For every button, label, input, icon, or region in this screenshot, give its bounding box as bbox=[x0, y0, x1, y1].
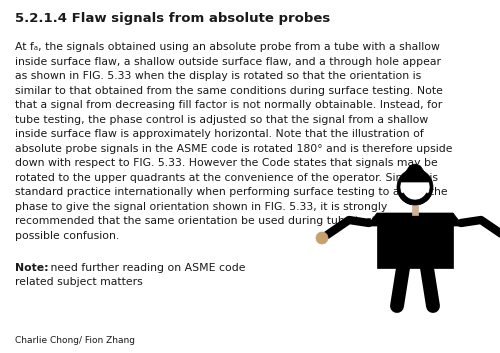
Text: down with respect to FIG. 5.33. However the Code states that signals may be: down with respect to FIG. 5.33. However … bbox=[15, 158, 438, 168]
Text: that a signal from decreasing fill factor is not normally obtainable. Instead, f: that a signal from decreasing fill facto… bbox=[15, 101, 442, 110]
Text: need further reading on ASME code: need further reading on ASME code bbox=[47, 263, 246, 273]
Polygon shape bbox=[367, 213, 463, 226]
Text: absolute probe signals in the ASME code is rotated 180° and is therefore upside: absolute probe signals in the ASME code … bbox=[15, 144, 452, 154]
Circle shape bbox=[316, 232, 328, 244]
Text: similar to that obtained from the same conditions during surface testing. Note: similar to that obtained from the same c… bbox=[15, 86, 443, 96]
Text: inside surface flaw is approximately horizontal. Note that the illustration of: inside surface flaw is approximately hor… bbox=[15, 130, 424, 139]
Text: standard practice internationally when performing surface testing to adjust the: standard practice internationally when p… bbox=[15, 187, 448, 197]
Text: inside surface flaw, a shallow outside surface flaw, and a through hole appear: inside surface flaw, a shallow outside s… bbox=[15, 57, 441, 67]
Text: as shown in FIG. 5.33 when the display is rotated so that the orientation is: as shown in FIG. 5.33 when the display i… bbox=[15, 71, 421, 82]
Text: recommended that the same orientation be used during tube testing to avoid: recommended that the same orientation be… bbox=[15, 216, 440, 227]
Text: related subject matters: related subject matters bbox=[15, 277, 143, 287]
Text: phase to give the signal orientation shown in FIG. 5.33, it is strongly: phase to give the signal orientation sho… bbox=[15, 202, 387, 212]
Polygon shape bbox=[377, 213, 453, 268]
Polygon shape bbox=[399, 193, 431, 205]
Text: tube testing, the phase control is adjusted so that the signal from a shallow: tube testing, the phase control is adjus… bbox=[15, 115, 428, 125]
Text: rotated to the upper quadrants at the convenience of the operator. Since it is: rotated to the upper quadrants at the co… bbox=[15, 173, 438, 183]
Circle shape bbox=[397, 169, 433, 205]
Polygon shape bbox=[412, 202, 418, 215]
Text: At fₐ, the signals obtained using an absolute probe from a tube with a shallow: At fₐ, the signals obtained using an abs… bbox=[15, 42, 440, 53]
Text: 5.2.1.4 Flaw signals from absolute probes: 5.2.1.4 Flaw signals from absolute probe… bbox=[15, 12, 330, 25]
Text: Charlie Chong/ Fion Zhang: Charlie Chong/ Fion Zhang bbox=[15, 336, 135, 345]
Text: Note:: Note: bbox=[15, 263, 48, 273]
Text: possible confusion.: possible confusion. bbox=[15, 231, 120, 241]
Circle shape bbox=[400, 172, 430, 202]
Polygon shape bbox=[399, 164, 431, 182]
